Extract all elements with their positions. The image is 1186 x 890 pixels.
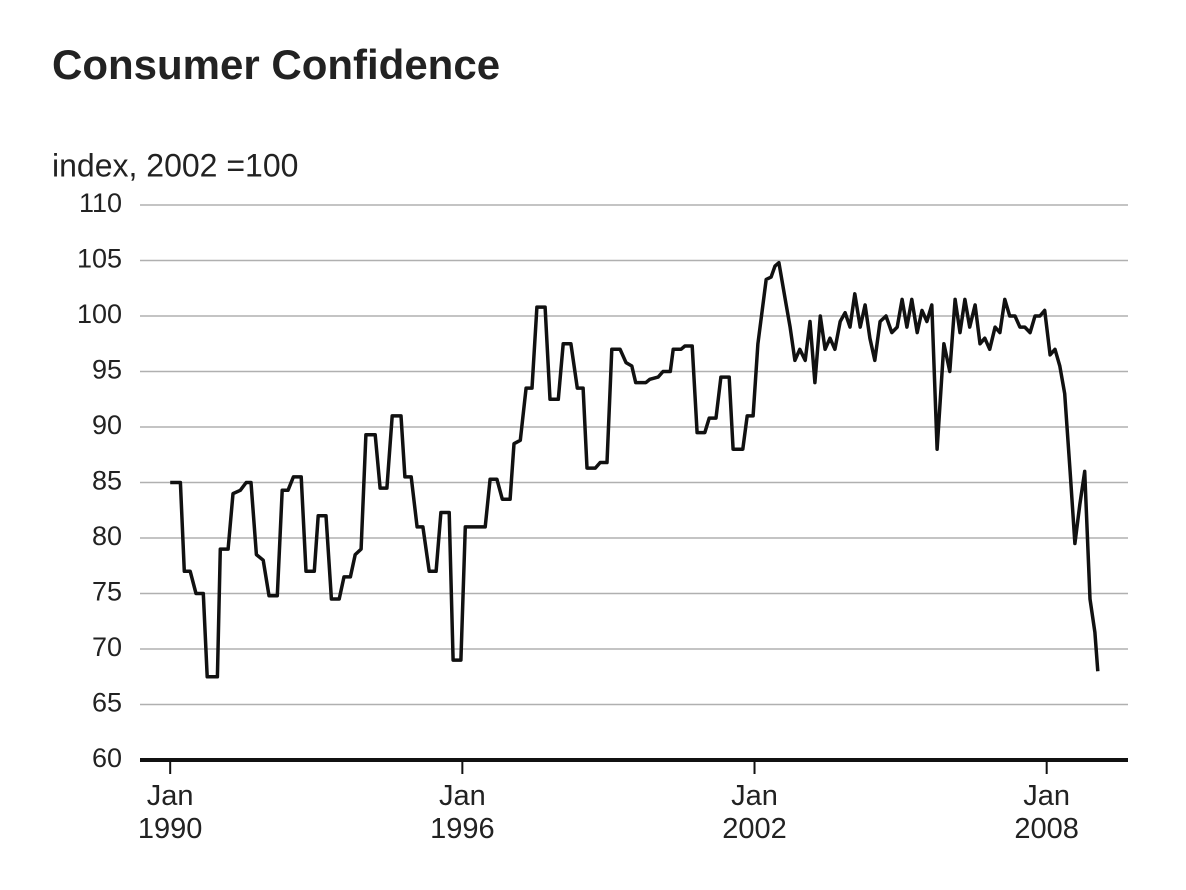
y-tick-label: 105 [77, 244, 122, 274]
y-tick-label: 90 [92, 410, 122, 440]
subtitle: index, 2002 =100 [52, 147, 298, 183]
y-tick-label: 75 [92, 577, 122, 607]
y-tick-label: 80 [92, 521, 122, 551]
y-tick-label: 65 [92, 688, 122, 718]
line [170, 260, 1100, 679]
y-tick-label: 60 [92, 743, 122, 773]
y-tick-label: 70 [92, 632, 122, 662]
y-tick-label: 100 [77, 299, 122, 329]
x-tick-label: Jan 1996 [430, 780, 495, 845]
x-tick-label: Jan 2002 [722, 780, 787, 845]
y-tick-label: 110 [79, 188, 122, 218]
chart-title: Consumer Confidence [52, 41, 500, 88]
x-tick-label: Jan 2008 [1014, 780, 1079, 845]
y-tick-label: 95 [92, 355, 122, 385]
y-tick-label: 85 [92, 466, 122, 496]
x-tick-label: Jan 1990 [137, 780, 203, 845]
